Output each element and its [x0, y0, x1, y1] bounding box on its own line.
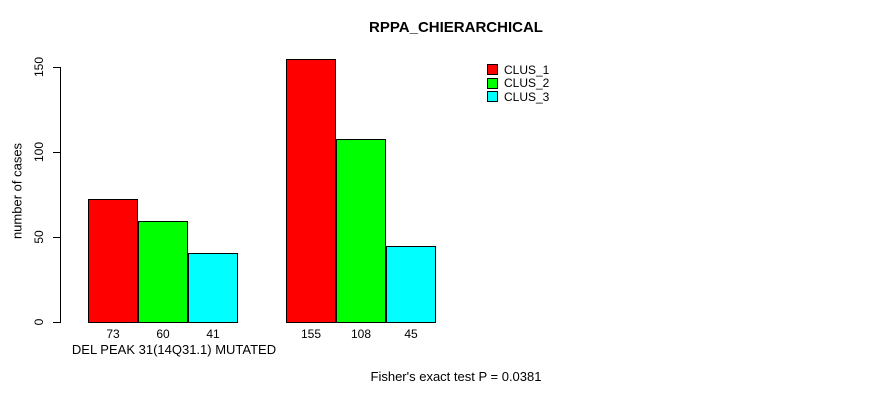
- bar-value-label: 60: [156, 327, 170, 341]
- bar-value-label: 45: [404, 327, 418, 341]
- chart-title: RPPA_CHIERARCHICAL: [369, 19, 543, 36]
- legend-label: CLUS_3: [504, 89, 550, 104]
- annotation-fishers-test: Fisher's exact test P = 0.0381: [370, 369, 542, 384]
- bar-clus_2-group2: [336, 139, 386, 323]
- legend-item-clus_1: CLUS_1: [487, 63, 549, 77]
- y-axis-tick: [53, 322, 60, 323]
- legend-swatch-icon: [487, 91, 498, 103]
- legend: CLUS_1 CLUS_2 CLUS_3: [487, 63, 549, 104]
- y-axis-tick: [53, 67, 60, 68]
- x-category-label: DEL PEAK 31(14Q31.1) MUTATED: [71, 342, 277, 357]
- bar-clus_1-group2: [286, 59, 336, 323]
- y-axis-tick-label: 50: [32, 230, 46, 244]
- y-axis-line: [60, 67, 61, 323]
- bar-clus_1-group1: [88, 199, 138, 323]
- bar-clus_3-group1: [188, 253, 238, 323]
- bar-value-label: 73: [106, 327, 120, 341]
- legend-label: CLUS_1: [504, 62, 550, 77]
- y-axis-tick: [53, 152, 60, 153]
- bar-value-label: 155: [300, 327, 322, 341]
- bar-clus_3-group2: [386, 246, 436, 323]
- y-axis-tick-label: 150: [32, 56, 46, 78]
- y-axis-tick-label: 0: [32, 318, 46, 326]
- legend-item-clus_3: CLUS_3: [487, 90, 549, 104]
- y-axis-tick: [53, 237, 60, 238]
- bar-clus_2-group1: [138, 221, 188, 323]
- legend-swatch-icon: [487, 77, 498, 89]
- bar-value-label: 108: [350, 327, 372, 341]
- y-axis-title: number of cases: [9, 142, 25, 240]
- legend-label: CLUS_2: [504, 76, 550, 91]
- bar-value-label: 41: [206, 327, 220, 341]
- legend-swatch-icon: [487, 64, 498, 76]
- legend-item-clus_2: CLUS_2: [487, 76, 550, 91]
- y-axis-tick-label: 100: [32, 141, 46, 163]
